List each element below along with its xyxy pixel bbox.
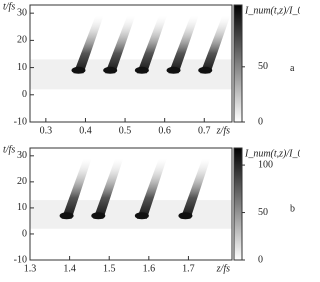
y-tick-label: 10 <box>17 202 27 213</box>
streak-head <box>134 212 149 220</box>
streak <box>61 158 92 219</box>
x-tick-label: 1.6 <box>143 263 156 274</box>
colorbar-tick-label: 50 <box>258 61 268 72</box>
streak <box>136 15 167 74</box>
streak-head <box>134 66 149 74</box>
streak <box>168 15 199 74</box>
colorbar-label: I_num(t,z)/I_0 <box>244 5 300 16</box>
x-tick-label: 1.7 <box>182 263 195 274</box>
background-band <box>30 59 232 90</box>
x-axis-label: z/fs <box>216 125 230 136</box>
x-axis-label: z/fs <box>216 263 230 274</box>
streak <box>200 15 231 74</box>
colorbar-tick-label: 50 <box>258 207 268 218</box>
y-axis-label: t/fs <box>3 1 15 12</box>
colorbar-label: I_num(t,z)/I_0 <box>244 148 300 159</box>
panel-label: b <box>290 203 295 214</box>
plot-frame <box>29 4 233 123</box>
x-tick-label: 0.3 <box>40 125 53 136</box>
y-tick-label: 20 <box>17 35 27 46</box>
colorbar-tick-label: 100 <box>258 159 273 170</box>
y-tick-label: -10 <box>14 254 27 265</box>
y-tick-label: 30 <box>17 150 27 161</box>
x-tick-label: 0.4 <box>79 125 92 136</box>
colorbar <box>233 4 243 123</box>
y-tick-label: 20 <box>17 176 27 187</box>
streak <box>180 158 211 219</box>
x-tick-label: 1.4 <box>63 263 76 274</box>
y-tick-label: 0 <box>22 89 27 100</box>
y-axis-label: t/fs <box>3 144 15 155</box>
y-tick-label: -10 <box>14 116 27 127</box>
y-tick-label: 10 <box>17 62 27 73</box>
plot-frame <box>29 147 233 261</box>
streak-head <box>178 212 193 220</box>
colorbar-tick-label: 0 <box>258 254 263 265</box>
colorbar-tick-label: 0 <box>258 116 263 127</box>
streak-head <box>91 212 106 220</box>
x-tick-label: 0.7 <box>198 125 211 136</box>
panel-label: a <box>290 63 295 74</box>
x-tick-label: 0.5 <box>119 125 132 136</box>
y-tick-label: 30 <box>17 7 27 18</box>
x-tick-label: 1.3 <box>24 263 37 274</box>
streak-head <box>71 66 86 74</box>
streak-head <box>103 66 118 74</box>
streak <box>105 15 136 74</box>
streak <box>73 15 104 74</box>
y-tick-label: 0 <box>22 228 27 239</box>
figure: 0.3 0.4 0.5 0.6 0.7-100102030t/fsz/fs050I_nu… <box>3 1 303 274</box>
streak-head <box>166 66 181 74</box>
x-tick-label: 1.5 <box>103 263 116 274</box>
streak-head <box>59 212 74 220</box>
x-tick-label: 0.6 <box>158 125 171 136</box>
colorbar <box>233 147 243 261</box>
streak <box>93 158 124 219</box>
streak-head <box>198 66 213 74</box>
streak <box>136 158 167 219</box>
